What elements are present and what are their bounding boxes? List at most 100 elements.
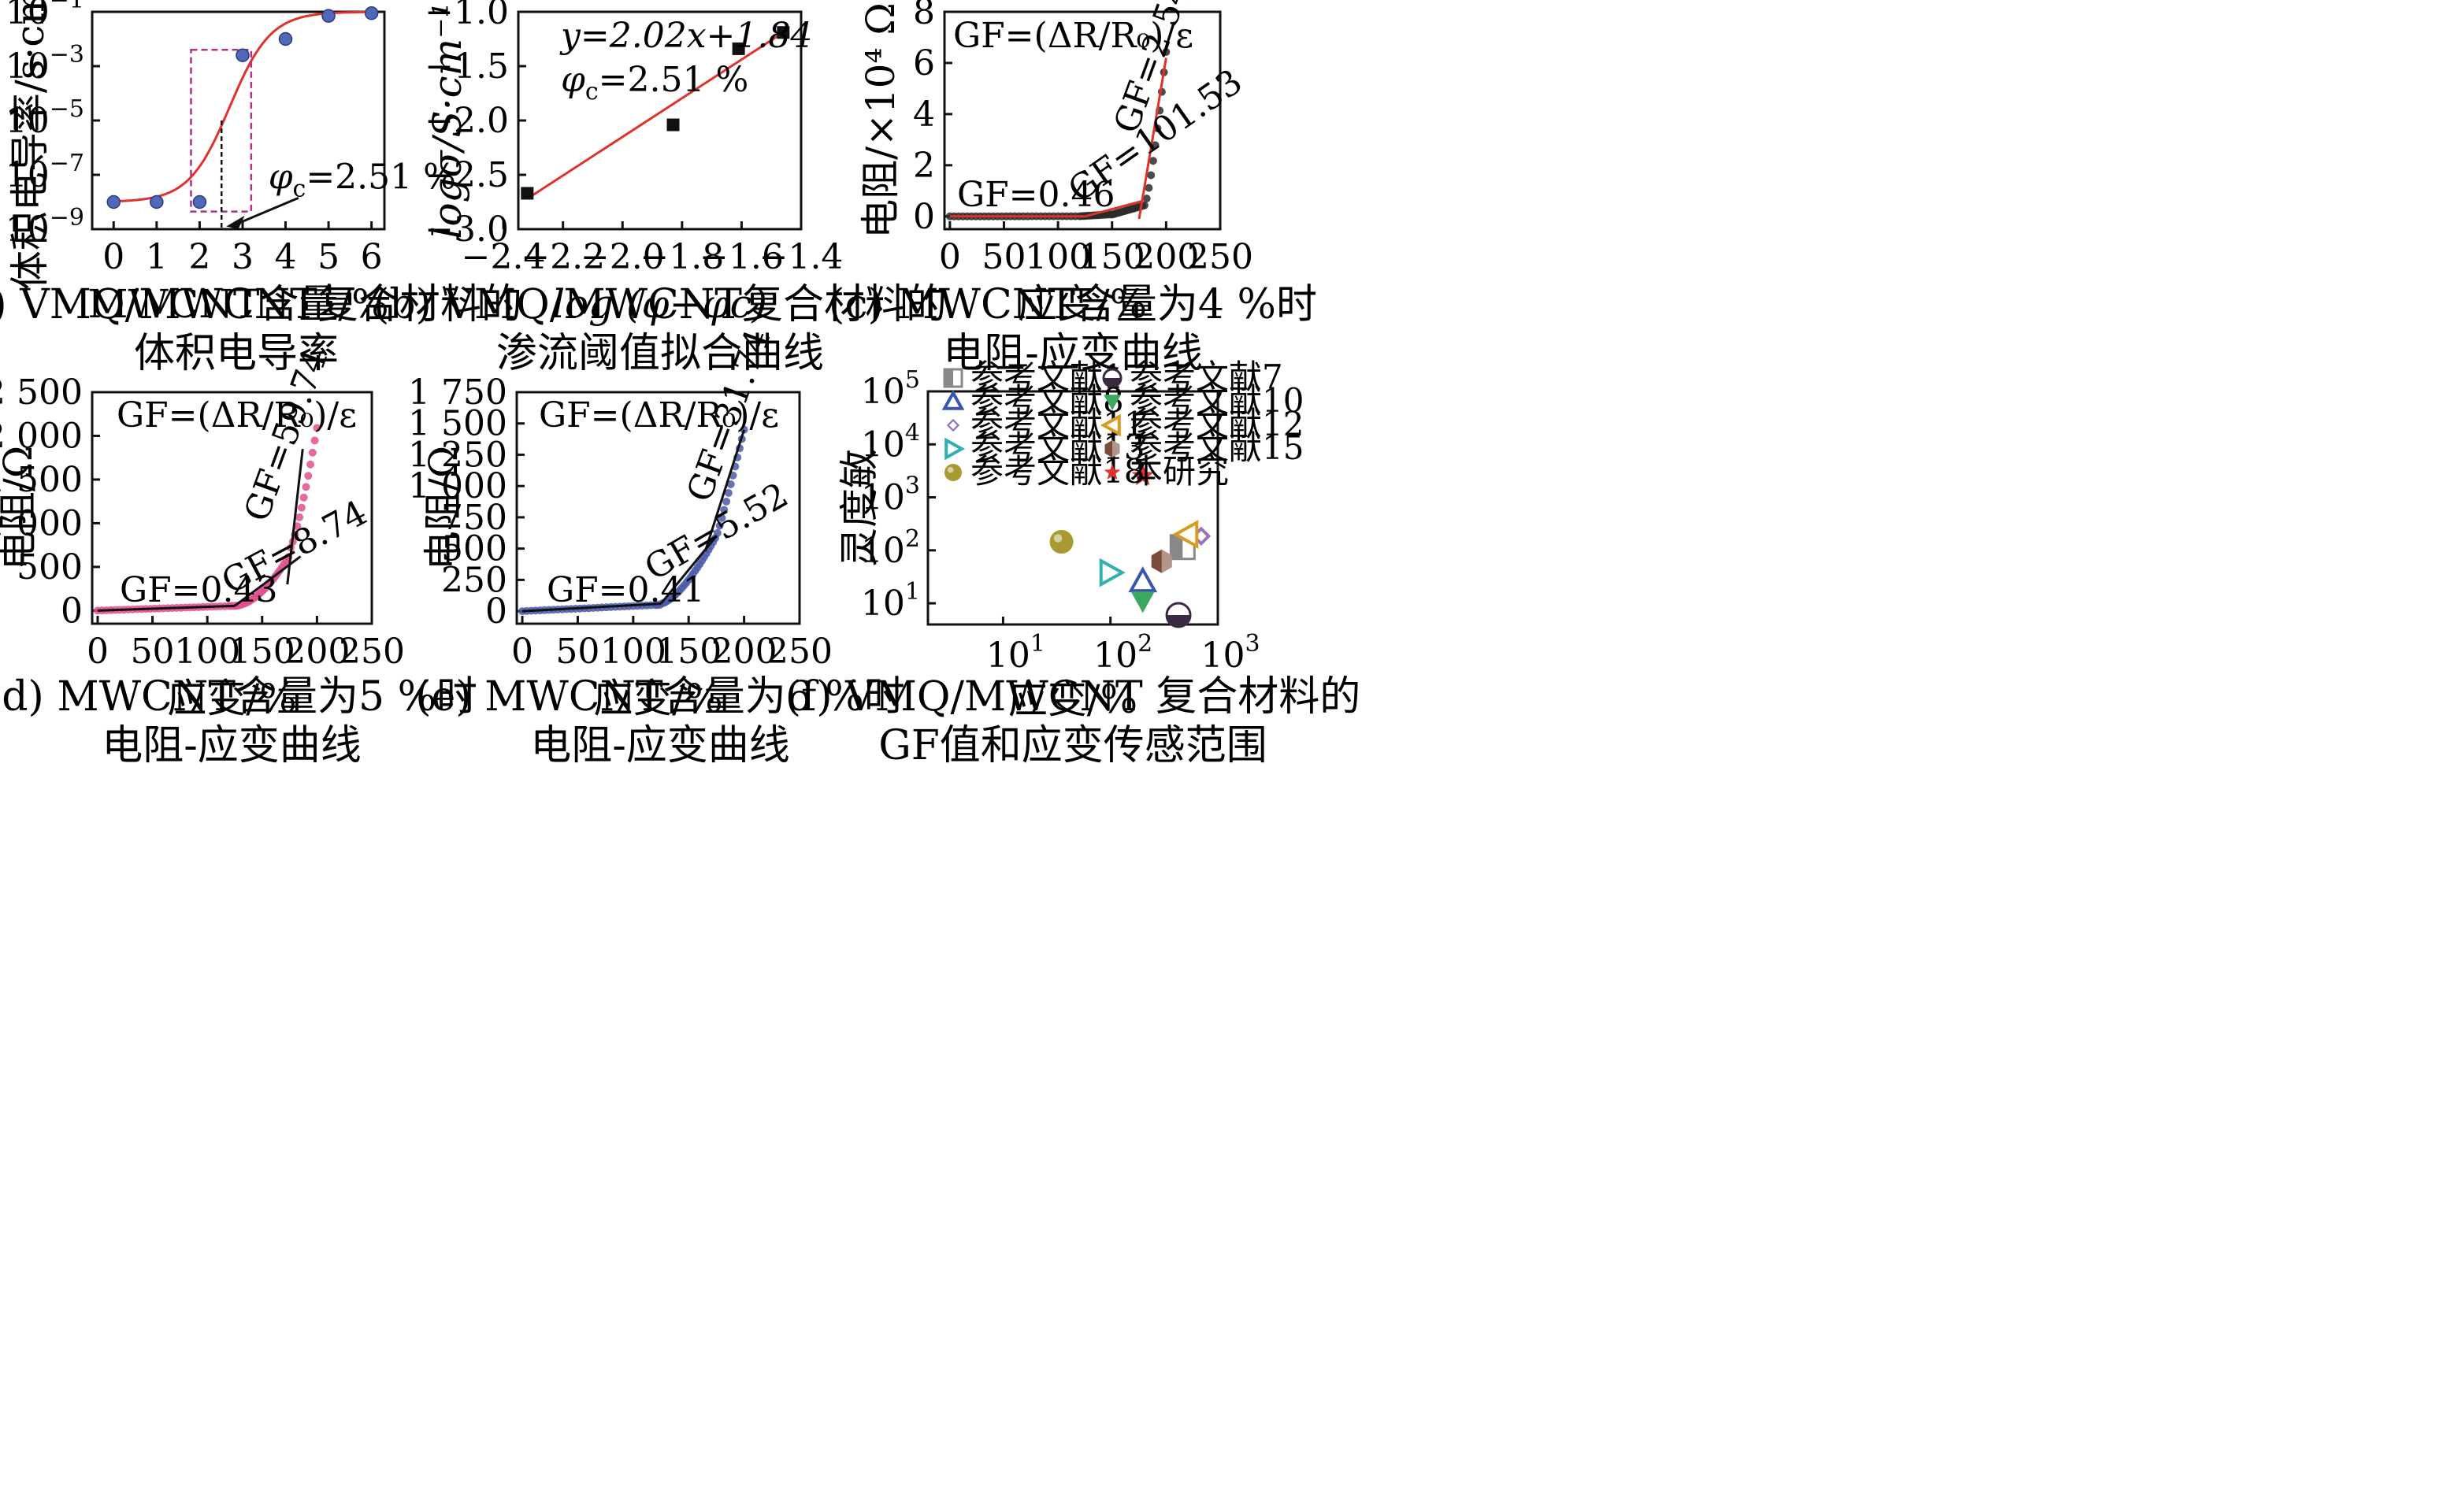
legend-entry: 参考文献8 [970, 381, 1124, 420]
data-point [306, 460, 315, 469]
x-tick-label: 250 [1187, 237, 1253, 277]
x-tick-label: −2.4 [462, 237, 546, 277]
data-point [726, 480, 735, 488]
legend-entry: 参考文献15 [1130, 428, 1304, 467]
y-axis-label: 电阻/Ω [421, 446, 466, 570]
y-tick-label: 1 250 [408, 435, 507, 475]
x-axis-label: MWCNT含量/% [87, 281, 388, 327]
y-tick-label: 1 000 [408, 466, 507, 506]
x-tick-label: 1 [146, 237, 168, 277]
data-point [732, 42, 745, 55]
legend-marker-shine [947, 466, 954, 473]
y-tick-label: −2.0 [425, 101, 509, 141]
data-point [295, 513, 304, 521]
x-tick-label: −2.0 [581, 237, 665, 277]
data-point [297, 503, 306, 512]
legend-marker [1104, 464, 1121, 480]
data-point [299, 493, 308, 502]
fit-line [526, 31, 785, 200]
legend-entry: 参考文献1 [970, 358, 1124, 396]
chart-f-frame [926, 390, 1219, 626]
x-tick-label: 200 [711, 632, 777, 672]
y-tick-label: 500 [441, 529, 507, 569]
x-tick-label: −1.8 [640, 237, 724, 277]
chart-c: 0 5010015020025002468GF=(ΔR/R₀)/εGF=0.46G… [829, 0, 1317, 377]
data-point [364, 6, 379, 20]
x-tick-label: 103 [1200, 630, 1260, 676]
chart-c-frame [943, 10, 1222, 231]
y-tick-label: 1 750 [408, 372, 507, 413]
caption-line-2: 电阻-应变曲线 [943, 330, 1203, 377]
y-tick-label: 0 [485, 591, 507, 632]
marker-diamond-inner [1196, 531, 1207, 542]
data-point [308, 448, 317, 457]
y-tick-label: 6 [913, 43, 935, 83]
legend-marker-fill [1104, 378, 1121, 387]
y-axis-label: 电阻/×10⁴ Ω [858, 2, 904, 239]
y-tick-label: 103 [861, 472, 920, 518]
x-tick-label: 150 [229, 632, 295, 672]
legend-marker [944, 464, 962, 481]
x-tick-label: 150 [1079, 237, 1145, 277]
gf-formula: GF=(ΔR/R₀)/ε [953, 16, 1193, 56]
y-tick-label: 0 [913, 197, 935, 237]
legend-marker-inner [949, 421, 957, 429]
data-point [310, 436, 319, 445]
x-tick-label: 250 [339, 632, 405, 672]
data-point [777, 26, 790, 39]
legend-entry: 参考文献12 [1130, 405, 1304, 443]
x-tick-label: −1.6 [699, 237, 784, 277]
legend-marker-fill [944, 369, 953, 387]
y-tick-label: −1.5 [425, 46, 509, 87]
gf-fit-line [521, 602, 662, 613]
gf-label: GF=0.41 [547, 570, 705, 610]
marker-sphere-shine [1053, 534, 1063, 543]
data-point [720, 506, 729, 514]
legend-entry: 参考文献7 [1130, 358, 1283, 396]
x-tick-label: 0 [102, 237, 124, 277]
annotation-arrow [239, 196, 299, 224]
x-tick-label: −1.4 [759, 237, 844, 277]
caption-line-2: 体积电导率 [134, 330, 339, 377]
marker-hexagon-shade [1161, 549, 1172, 573]
legend-entry: 参考文献18 [970, 452, 1145, 491]
gf-fit-line [703, 429, 746, 552]
y-axis-label: 体积电导率/s·cm⁻¹ [7, 0, 53, 290]
caption-line-1: (a) VMQ/MWCNT复合材料的 [0, 281, 522, 328]
legend-entry: 参考文献10 [1130, 381, 1304, 420]
arrow-head [226, 215, 245, 229]
gf-formula: GF=(ΔR/R₀)/ε [117, 395, 357, 435]
legend-marker [1100, 413, 1121, 437]
x-tick-label: 150 [655, 632, 722, 672]
data-point [278, 31, 293, 46]
y-tick-label: 10−9 [6, 204, 84, 250]
y-tick-label: 8 [913, 0, 935, 32]
x-tick-label: 2 [188, 237, 210, 277]
data-point [302, 483, 310, 491]
data-point [304, 472, 313, 480]
y-tick-label: 2 500 [0, 372, 83, 413]
data-point [313, 424, 321, 432]
x-tick-label: 0 [87, 632, 109, 672]
y-tick-label: −2.5 [425, 155, 509, 195]
caption-line-2: GF值和应变传感范围 [878, 722, 1267, 769]
y-tick-label: 10−3 [6, 41, 84, 87]
data-point [236, 48, 250, 62]
x-axis-label: 应变/% [167, 676, 296, 721]
data-point [1162, 47, 1171, 56]
chart-b: −2.4−2.2−2.0−1.8−1.6−1.4−1.0−1.5−2.0−2.5… [373, 0, 947, 377]
data-point [718, 513, 726, 522]
caption-line-2: 电阻-应变曲线 [102, 722, 362, 769]
x-tick-label: 50 [982, 237, 1026, 277]
y-tick-label: 1 500 [408, 404, 507, 444]
data-point [715, 521, 724, 530]
x-tick-label: 100 [174, 632, 240, 672]
y-tick-label: 4 [913, 94, 935, 135]
data-point [1149, 157, 1157, 165]
data-point [192, 195, 207, 209]
caption-line-1: (f) VMQ/MWCNT 复合材料的 [785, 673, 1361, 721]
chart-e-frame [515, 391, 801, 625]
marker-star [1131, 464, 1154, 486]
